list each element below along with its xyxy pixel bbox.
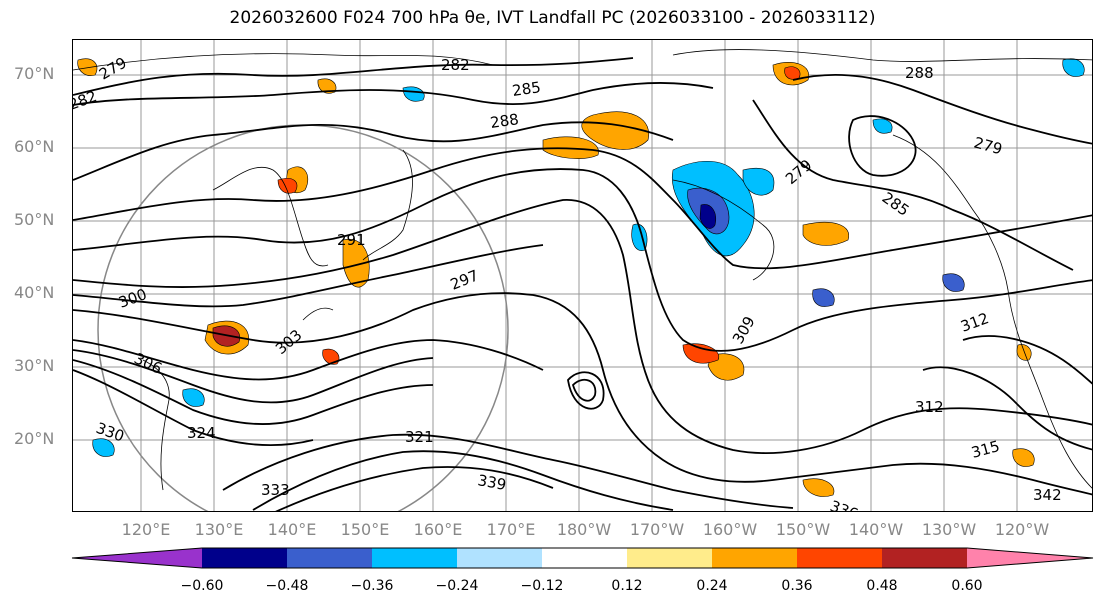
colorbar-swatch bbox=[72, 548, 202, 568]
contour-label: 300 bbox=[116, 285, 149, 312]
contour-label: 315 bbox=[969, 437, 1001, 462]
contour-label: 279 bbox=[96, 54, 130, 84]
map-title: 2026032600 F024 700 hPa θe, IVT Landfall… bbox=[229, 8, 876, 28]
map-canvas: 282 279 282 285 288 288 279 279 285 291 … bbox=[73, 40, 1092, 512]
contour-label: 303 bbox=[272, 326, 306, 358]
graticule bbox=[73, 40, 1092, 511]
colorbar-tick: 0.12 bbox=[611, 578, 643, 594]
contour-label: 336 bbox=[828, 497, 861, 512]
longitude-label: 130°W bbox=[921, 520, 977, 539]
colorbar-tick: −0.48 bbox=[265, 578, 309, 594]
coastlines bbox=[73, 49, 1092, 491]
colorbar-swatch bbox=[457, 548, 542, 568]
colorbar bbox=[71, 547, 1094, 569]
contour-label: 297 bbox=[448, 266, 481, 293]
contour-label: 333 bbox=[261, 481, 290, 499]
contour-label: 312 bbox=[915, 398, 944, 416]
longitude-label: 170°E bbox=[486, 520, 536, 539]
longitude-label: 150°W bbox=[775, 520, 831, 539]
longitude-label: 120°E bbox=[121, 520, 171, 539]
colorbar-svg bbox=[71, 547, 1094, 569]
colorbar-swatch bbox=[542, 548, 627, 568]
colorbar-outline bbox=[71, 547, 1094, 569]
colorbar-tick: 0.36 bbox=[781, 578, 813, 594]
contour-label: 312 bbox=[958, 309, 991, 336]
contour-label: 342 bbox=[1033, 486, 1062, 504]
longitude-label: 120°W bbox=[994, 520, 1050, 539]
map-panel: 282 279 282 285 288 288 279 279 285 291 … bbox=[72, 39, 1093, 512]
longitude-label: 140°W bbox=[848, 520, 904, 539]
contour-label: 285 bbox=[511, 78, 542, 100]
contour-label: 279 bbox=[972, 133, 1004, 158]
ivt-shading bbox=[77, 58, 1085, 497]
latitude-label: 60°N bbox=[14, 137, 55, 156]
contour-label: 279 bbox=[782, 156, 816, 188]
colorbar-swatch bbox=[882, 548, 967, 568]
colorbar-tick: 0.48 bbox=[866, 578, 898, 594]
colorbar-swatch bbox=[712, 548, 797, 568]
contour-label: 282 bbox=[441, 56, 470, 74]
colorbar-swatch bbox=[287, 548, 372, 568]
colorbar-swatch bbox=[202, 548, 287, 568]
longitude-label: 160°W bbox=[702, 520, 758, 539]
longitude-label: 170°W bbox=[629, 520, 685, 539]
contour-label: 282 bbox=[73, 87, 99, 114]
colorbar-tick: −0.36 bbox=[350, 578, 394, 594]
contour-label: 291 bbox=[337, 231, 366, 249]
longitude-label: 130°E bbox=[194, 520, 244, 539]
contour-label: 288 bbox=[905, 64, 934, 82]
colorbar-tick: 0.24 bbox=[696, 578, 728, 594]
contour-label: 288 bbox=[489, 110, 520, 132]
latitude-label: 20°N bbox=[14, 429, 55, 448]
longitude-label: 140°E bbox=[267, 520, 317, 539]
contour-label: 324 bbox=[187, 424, 216, 442]
theta-e-contours bbox=[73, 57, 1092, 511]
contour-label: 321 bbox=[405, 428, 434, 446]
colorbar-tick: 0.60 bbox=[951, 578, 983, 594]
colorbar-swatch bbox=[967, 548, 1093, 568]
colorbar-tick: −0.60 bbox=[180, 578, 224, 594]
latitude-label: 70°N bbox=[14, 64, 55, 83]
colorbar-swatch bbox=[797, 548, 882, 568]
latitude-label: 40°N bbox=[14, 283, 55, 302]
longitude-label: 180°W bbox=[556, 520, 612, 539]
longitude-label: 150°E bbox=[340, 520, 390, 539]
colorbar-tick: −0.12 bbox=[520, 578, 564, 594]
colorbar-tick: −0.24 bbox=[435, 578, 479, 594]
contour-label: 309 bbox=[729, 313, 759, 347]
colorbar-swatch bbox=[372, 548, 457, 568]
latitude-label: 50°N bbox=[14, 210, 55, 229]
latitude-label: 30°N bbox=[14, 356, 55, 375]
longitude-label: 160°E bbox=[413, 520, 463, 539]
contour-label: 339 bbox=[476, 471, 507, 494]
colorbar-swatch bbox=[627, 548, 712, 568]
